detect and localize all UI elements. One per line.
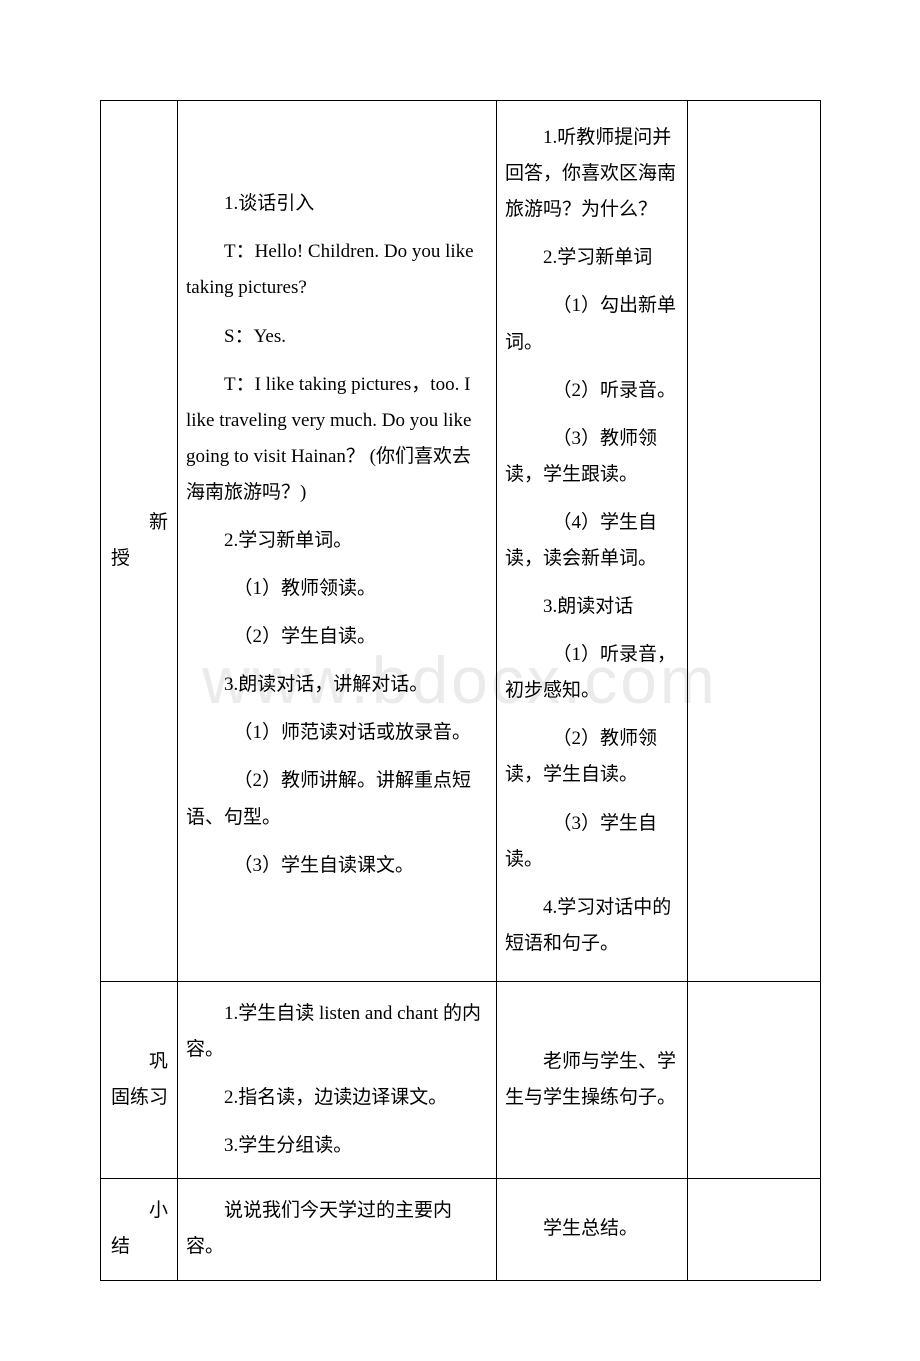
paragraph: （1）教师领读。 <box>186 571 488 607</box>
paragraph: （1）勾出新单词。 <box>505 288 679 360</box>
teacher-activity-cell: 说说我们今天学过的主要内容。 <box>178 1179 497 1280</box>
student-activity-cell: 老师与学生、学生与学生操练句子。 <box>497 982 688 1179</box>
paragraph: T：I like taking pictures，too. I like tra… <box>186 367 488 511</box>
empty-cell <box>688 982 821 1179</box>
table-row: 巩固练习 1.学生自读 listen and chant 的内容。 2.指名读，边… <box>101 982 821 1179</box>
teacher-activity-content: 说说我们今天学过的主要内容。 <box>178 1179 496 1279</box>
page-content: 新授 1.谈话引入 T：Hello! Children. Do you like … <box>0 0 920 1361</box>
paragraph: （4）学生自读，读会新单词。 <box>505 505 679 577</box>
row-label: 巩固练习 <box>101 1044 177 1116</box>
paragraph: （1）听录音，初步感知。 <box>505 637 679 709</box>
empty-cell <box>688 1179 821 1280</box>
teacher-activity-content: 1.谈话引入 T：Hello! Children. Do you like tak… <box>178 172 496 910</box>
paragraph: 学生总结。 <box>505 1211 679 1247</box>
paragraph: 老师与学生、学生与学生操练句子。 <box>505 1044 679 1116</box>
paragraph: 3.朗读对话 <box>505 589 679 625</box>
paragraph: 2.指名读，边读边译课文。 <box>186 1080 488 1116</box>
paragraph: （3）学生自读课文。 <box>186 848 488 884</box>
table-row: 小结 说说我们今天学过的主要内容。 学生总结。 <box>101 1179 821 1280</box>
paragraph: （2）教师领读，学生自读。 <box>505 721 679 793</box>
table-body: 新授 1.谈话引入 T：Hello! Children. Do you like … <box>101 101 821 1281</box>
row-label-cell: 新授 <box>101 101 178 982</box>
paragraph: （1）师范读对话或放录音。 <box>186 715 488 751</box>
row-label-cell: 巩固练习 <box>101 982 178 1179</box>
row-label: 新授 <box>101 505 177 577</box>
paragraph: T：Hello! Children. Do you like taking pi… <box>186 234 488 306</box>
student-activity-cell: 1.听教师提问并回答，你喜欢区海南旅游吗？为什么？ 2.学习新单词 （1）勾出新单词… <box>497 101 688 982</box>
paragraph: （3）教师领读，学生跟读。 <box>505 421 679 493</box>
paragraph: 3.朗读对话，讲解对话。 <box>186 667 488 703</box>
student-activity-cell: 学生总结。 <box>497 1179 688 1280</box>
paragraph: 说说我们今天学过的主要内容。 <box>186 1193 488 1265</box>
table-row: 新授 1.谈话引入 T：Hello! Children. Do you like … <box>101 101 821 982</box>
student-activity-content: 学生总结。 <box>497 1197 687 1261</box>
paragraph: 1.听教师提问并回答，你喜欢区海南旅游吗？为什么？ <box>505 120 679 228</box>
paragraph: （2）教师讲解。讲解重点短语、句型。 <box>186 763 488 835</box>
row-label: 小结 <box>101 1193 177 1265</box>
teacher-activity-cell: 1.学生自读 listen and chant 的内容。 2.指名读，边读边译课文… <box>178 982 497 1179</box>
paragraph: 3.学生分组读。 <box>186 1128 488 1164</box>
paragraph: S：Yes. <box>186 319 488 355</box>
paragraph: 2.学习新单词 <box>505 240 679 276</box>
paragraph: 1.谈话引入 <box>186 186 488 222</box>
empty-cell <box>688 101 821 982</box>
student-activity-content: 老师与学生、学生与学生操练句子。 <box>497 1030 687 1130</box>
student-activity-content: 1.听教师提问并回答，你喜欢区海南旅游吗？为什么？ 2.学习新单词 （1）勾出新单词… <box>497 106 687 976</box>
teacher-activity-cell: 1.谈话引入 T：Hello! Children. Do you like tak… <box>178 101 497 982</box>
paragraph: （2）听录音。 <box>505 373 679 409</box>
paragraph: （3）学生自读。 <box>505 806 679 878</box>
paragraph: （2）学生自读。 <box>186 619 488 655</box>
paragraph: 2.学习新单词。 <box>186 523 488 559</box>
paragraph: 4.学习对话中的短语和句子。 <box>505 890 679 962</box>
teacher-activity-content: 1.学生自读 listen and chant 的内容。 2.指名读，边读边译课文… <box>178 982 496 1178</box>
row-label-cell: 小结 <box>101 1179 178 1280</box>
lesson-plan-table: 新授 1.谈话引入 T：Hello! Children. Do you like … <box>100 100 821 1281</box>
paragraph: 1.学生自读 listen and chant 的内容。 <box>186 996 488 1068</box>
